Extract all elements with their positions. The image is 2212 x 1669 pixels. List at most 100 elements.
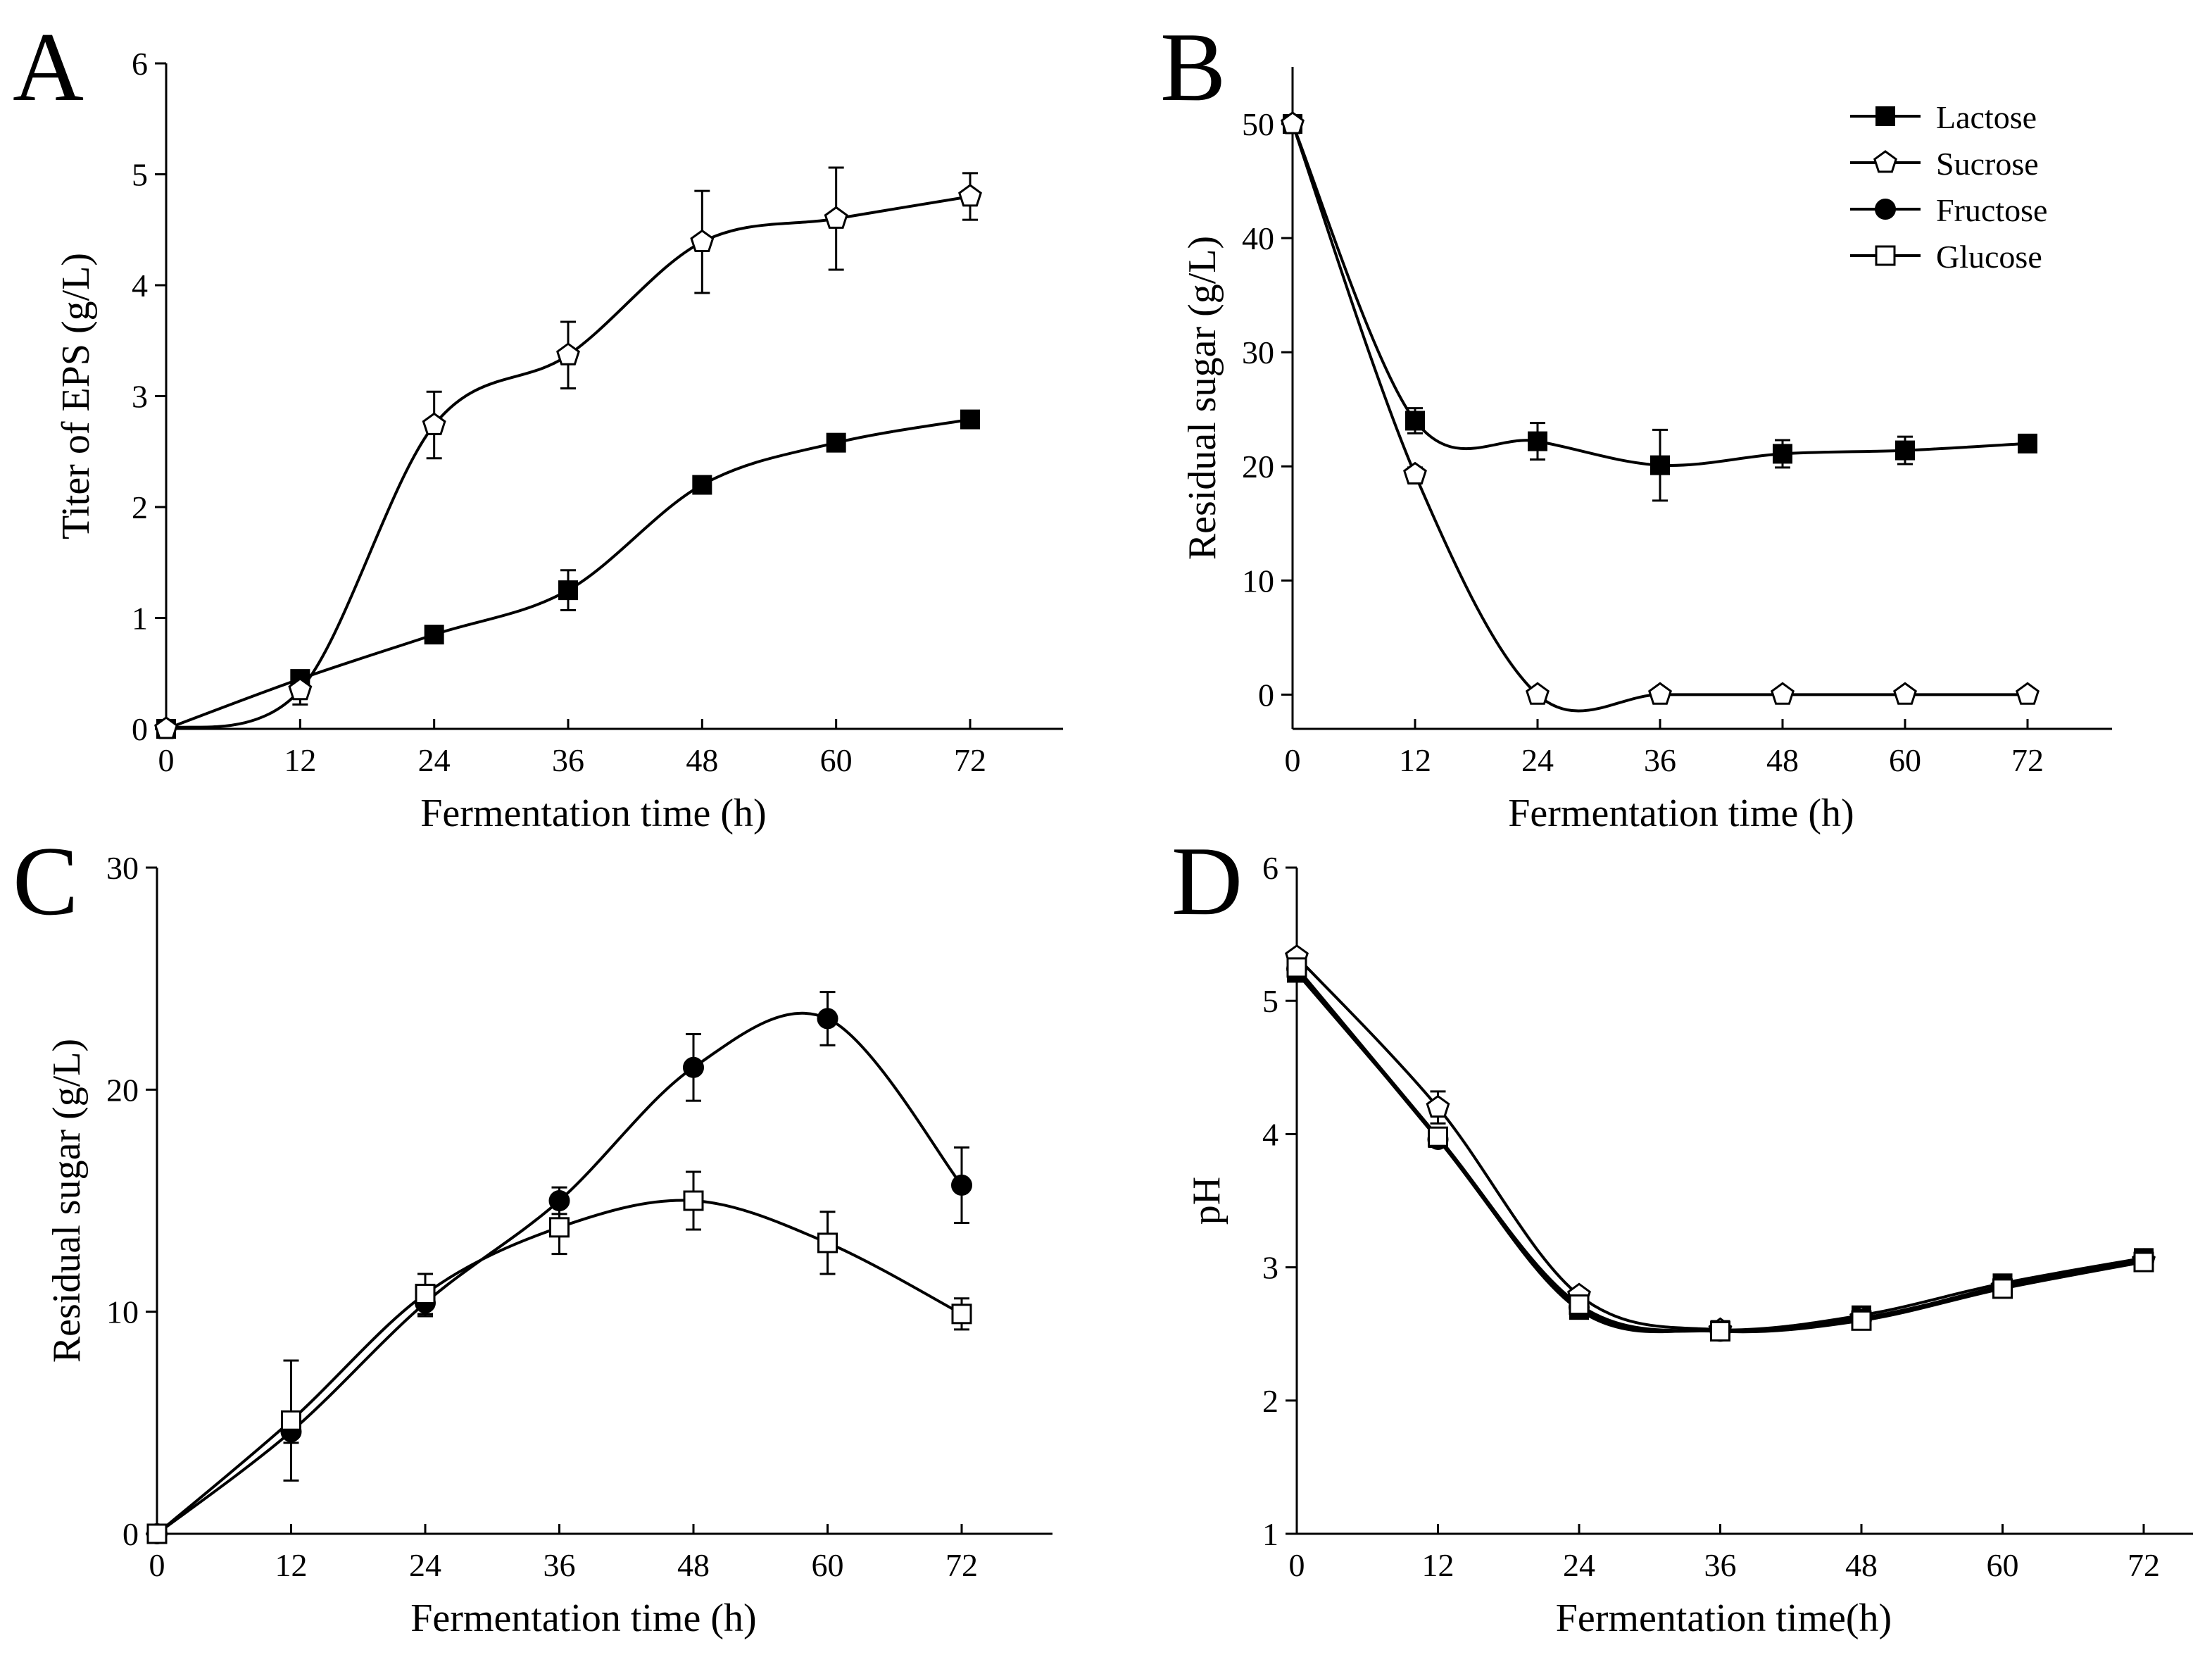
panel-a-y-tick-label: 0 bbox=[132, 711, 148, 747]
panel-d-glucose-point bbox=[1428, 1126, 1448, 1147]
panel-d-y-tick-label: 1 bbox=[1262, 1516, 1278, 1552]
panel-b-x-axis-label: Fermentation time (h) bbox=[1508, 792, 1854, 835]
panel-c-glucose-point bbox=[281, 1410, 301, 1431]
panel-a-lactose-point bbox=[558, 580, 578, 601]
panel-d-y-tick-label: 4 bbox=[1262, 1116, 1278, 1152]
panel-b-sucrose-point bbox=[1893, 682, 1917, 705]
panel-d-sucrose-point bbox=[1426, 1094, 1450, 1118]
panel-c-glucose-point bbox=[817, 1232, 838, 1254]
legend-item-sucrose: Sucrose bbox=[1850, 146, 2039, 182]
panel-b-sucrose-point bbox=[1281, 111, 1305, 135]
panel-b-sucrose-point bbox=[1771, 682, 1795, 705]
panel-b-lactose-point bbox=[2018, 433, 2037, 454]
panel-c-y-tick-label: 30 bbox=[106, 850, 139, 886]
panel-label-b: B bbox=[1160, 13, 1226, 122]
panel-a-x-tick-label: 12 bbox=[284, 742, 316, 778]
panel-c-glucose-point bbox=[146, 1523, 168, 1544]
panel-d-y-axis-label: pH bbox=[1185, 1177, 1228, 1225]
panel-c-x-tick-label: 60 bbox=[812, 1547, 844, 1583]
panel-b-lactose-point bbox=[1773, 444, 1792, 464]
panel-label-a: A bbox=[13, 13, 84, 122]
panel-a-sucrose-point bbox=[422, 412, 446, 435]
panel-d-x-tick-label: 60 bbox=[1987, 1547, 2019, 1583]
panel-a-x-tick-label: 36 bbox=[552, 742, 584, 778]
panel-d-y-tick-label: 2 bbox=[1262, 1383, 1278, 1419]
panel-c-glucose-point bbox=[415, 1283, 436, 1304]
panel-b-x-tick-label: 60 bbox=[1889, 742, 1921, 778]
panel-a-sucrose-point bbox=[958, 184, 982, 207]
panel-b-sucrose-point bbox=[1403, 461, 1427, 485]
panel-a-y-tick-label: 1 bbox=[132, 601, 148, 637]
panel-b: 0 12 24 36 48 60 72 0 10 20 30 40 50 Fermentation tim… bbox=[1181, 67, 2112, 835]
legend-item-lactose: Lactose bbox=[1850, 99, 2037, 135]
panel-b-y-tick-label: 40 bbox=[1242, 220, 1274, 256]
legend-marker bbox=[1875, 245, 1896, 266]
legend-marker bbox=[1873, 150, 1897, 173]
panel-c-x-tick-label: 0 bbox=[149, 1547, 165, 1583]
panel-c-glucose-point bbox=[549, 1217, 570, 1238]
panel-a-sucrose-point bbox=[824, 206, 848, 229]
panel-c-glucose-point bbox=[951, 1304, 972, 1325]
panel-a-sucrose-point bbox=[154, 716, 178, 739]
panel-c-x-tick-label: 12 bbox=[275, 1547, 308, 1583]
panel-c-x-tick-label: 72 bbox=[945, 1547, 978, 1583]
panel-b-x-tick-label: 12 bbox=[1399, 742, 1431, 778]
panel-b-lactose-point bbox=[1895, 440, 1915, 461]
panel-c-x-tick-label: 24 bbox=[409, 1547, 441, 1583]
panel-label-d: D bbox=[1171, 827, 1243, 936]
panel-d-x-tick-label: 36 bbox=[1704, 1547, 1737, 1583]
panel-b-sucrose-point bbox=[1648, 682, 1672, 705]
panel-a-y-tick-label: 6 bbox=[132, 46, 148, 82]
panel-a-sucrose-point bbox=[288, 677, 313, 701]
panel-b-sucrose-point bbox=[1526, 682, 1550, 705]
panel-d-x-tick-label: 24 bbox=[1563, 1547, 1595, 1583]
panel-a-lactose-point bbox=[692, 475, 712, 495]
panel-a-y-axis-label: Titer of EPS (g/L) bbox=[54, 253, 98, 539]
panel-b-y-tick-label: 50 bbox=[1242, 106, 1274, 142]
panel-d-x-tick-label: 12 bbox=[1422, 1547, 1454, 1583]
panel-b-x-tick-label: 36 bbox=[1644, 742, 1676, 778]
panel-a-y-tick-label: 4 bbox=[132, 268, 148, 304]
panel-c-x-axis-label: Fermentation time (h) bbox=[410, 1596, 756, 1640]
legend-marker bbox=[1875, 199, 1896, 220]
panel-a-sucrose-point bbox=[690, 229, 715, 252]
panel-c-fructose-point bbox=[683, 1056, 704, 1078]
panel-b-x-tick-label: 72 bbox=[2011, 742, 2044, 778]
panel-c-y-axis-label: Residual sugar (g/L) bbox=[45, 1039, 89, 1363]
panel-d-x-tick-label: 72 bbox=[2128, 1547, 2160, 1583]
panel-d-y-tick-label: 3 bbox=[1262, 1250, 1278, 1286]
panel-b-y-tick-label: 20 bbox=[1242, 449, 1274, 485]
legend: Lactose Sucrose Fructose Glucose bbox=[1850, 99, 2047, 275]
panel-b-y-tick-label: 0 bbox=[1258, 677, 1274, 713]
panel-c-y-tick-label: 0 bbox=[122, 1516, 139, 1552]
panel-c: 0 12 24 36 48 60 72 0 10 20 30 Fermentation time (h… bbox=[45, 850, 1052, 1640]
panel-d-glucose-point bbox=[1992, 1278, 2013, 1299]
panel-d-y-tick-label: 5 bbox=[1262, 983, 1278, 1019]
panel-a-lactose-point bbox=[826, 432, 846, 453]
panel-a-sucrose-point bbox=[556, 342, 580, 365]
panel-b-sucrose-point bbox=[2016, 682, 2040, 705]
panel-d-x-tick-label: 0 bbox=[1289, 1547, 1305, 1583]
panel-a-y-tick-label: 2 bbox=[132, 489, 148, 525]
panel-b-lactose-point bbox=[1528, 431, 1547, 451]
panel-a-lactose-point bbox=[960, 409, 980, 430]
panel-d-glucose-point bbox=[1569, 1294, 1590, 1315]
legend-item-glucose: Glucose bbox=[1850, 239, 2042, 275]
panel-a-x-tick-label: 72 bbox=[954, 742, 986, 778]
panel-c-x-tick-label: 36 bbox=[543, 1547, 576, 1583]
legend-item-fructose: Fructose bbox=[1850, 192, 2047, 228]
legend-label: Fructose bbox=[1936, 192, 2047, 228]
panel-b-x-tick-label: 48 bbox=[1766, 742, 1799, 778]
panel-b-y-tick-label: 10 bbox=[1242, 563, 1274, 599]
panel-d-y-tick-label: 6 bbox=[1262, 850, 1278, 886]
panel-c-glucose-point bbox=[683, 1190, 704, 1211]
panel-b-x-tick-label: 24 bbox=[1521, 742, 1554, 778]
panel-a-x-tick-label: 60 bbox=[820, 742, 853, 778]
panel-a-y-tick-label: 5 bbox=[132, 157, 148, 193]
panel-a-x-tick-label: 24 bbox=[418, 742, 451, 778]
panel-d-glucose-point bbox=[2133, 1251, 2154, 1273]
panel-a-lactose-point bbox=[424, 625, 444, 645]
panel-d-glucose-point bbox=[1851, 1310, 1872, 1331]
